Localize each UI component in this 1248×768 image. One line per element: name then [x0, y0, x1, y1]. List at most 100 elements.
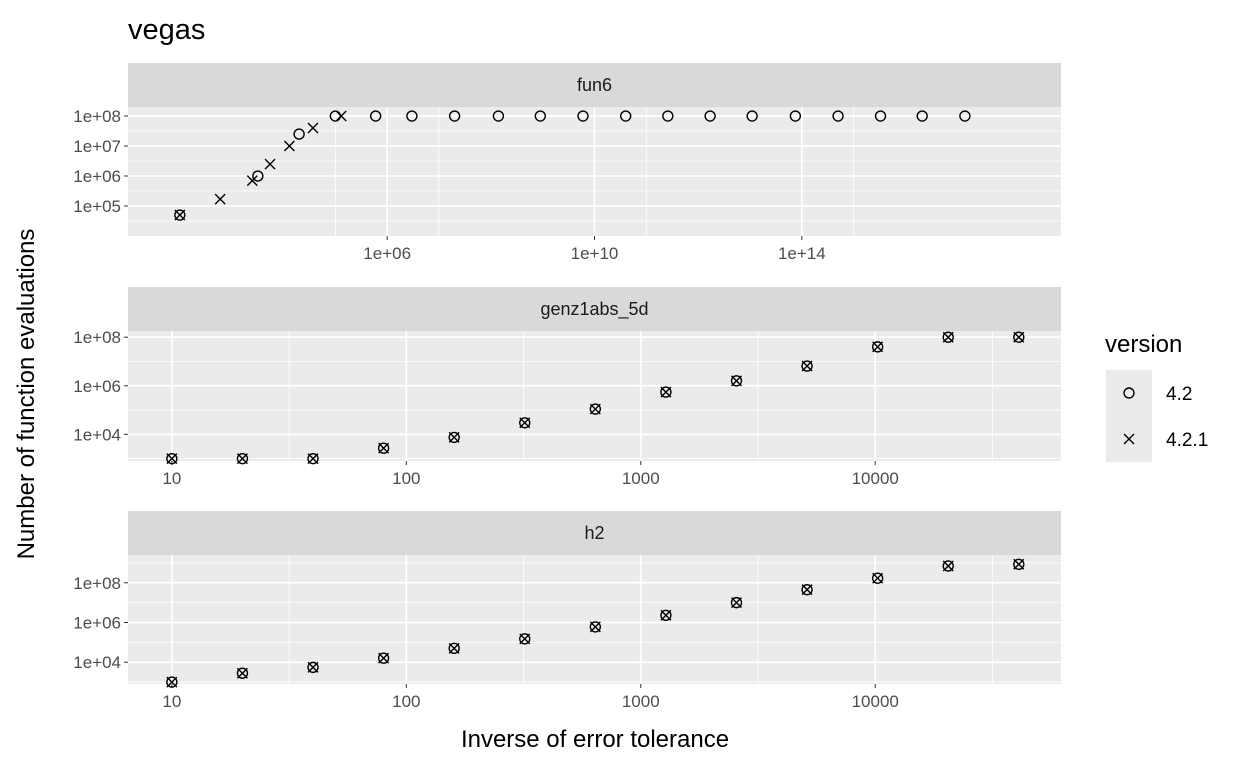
legend-cross-key: [1123, 433, 1135, 445]
y-tick-label: 1e+06: [73, 377, 121, 396]
data-point-cross: [378, 652, 390, 664]
data-point-circle: [620, 110, 632, 122]
panel-background: [128, 331, 1061, 461]
data-point-circle: [369, 110, 382, 122]
data-point-circle: [660, 609, 672, 622]
panel-fun6: fun6 1e+06 1e+10 1e+14 1e+05 1e+06 1e+07 1e+08: [73, 63, 1061, 263]
data-point-cross: [1013, 558, 1025, 570]
x-tick-label: 100: [392, 469, 420, 488]
data-point-cross: [872, 341, 884, 353]
data-point-cross: [730, 375, 742, 387]
data-point-cross: [942, 331, 954, 343]
data-point-cross: [335, 110, 347, 122]
data-point-cross: [448, 431, 460, 443]
data-point-circle: [293, 128, 305, 140]
x-tick-label: 1e+10: [571, 244, 619, 263]
panel-genz1abs_5d: genz1abs_5d 10 100 1000 10000 1e+04 1e+06 1e+08: [73, 287, 1061, 488]
data-point-cross: [660, 386, 672, 398]
data-point-cross: [942, 560, 954, 572]
data-point-circle: [662, 110, 674, 122]
data-point-circle: [871, 341, 884, 353]
y-tick-label: 1e+06: [73, 613, 121, 632]
strip-label: h2: [584, 523, 604, 543]
series-4-2: [174, 110, 971, 221]
data-point-cross: [246, 175, 258, 187]
gridlines: [128, 331, 1061, 461]
x-axis-label: Inverse of error tolerance: [461, 726, 729, 753]
data-point-cross: [801, 584, 813, 596]
series-4-2-1: [166, 558, 1025, 688]
data-point-circle: [377, 652, 390, 664]
strip-background: [128, 63, 1061, 107]
data-point-circle: [492, 110, 505, 122]
data-point-circle: [801, 360, 813, 372]
data-point-circle: [704, 110, 716, 122]
data-point-circle: [874, 110, 887, 122]
strip-background: [128, 511, 1061, 555]
data-point-circle: [307, 661, 319, 674]
y-axis-label: Number of function evaluations: [13, 229, 40, 560]
data-point-circle: [519, 417, 531, 429]
y-tick-label: 1e+04: [73, 653, 121, 672]
strip-label: fun6: [577, 75, 612, 95]
data-point-circle: [942, 331, 954, 343]
x-tick-label: 10000: [852, 469, 899, 488]
x-tick-label: 100: [392, 692, 420, 711]
data-point-cross: [236, 453, 248, 465]
data-point-circle: [589, 403, 602, 415]
y-tick-label: 1e+04: [73, 425, 121, 444]
series-4-2: [166, 558, 1025, 688]
legend-label-4-2-1: 4.2.1: [1166, 430, 1208, 451]
facet-panels: fun6 1e+06 1e+10 1e+14 1e+05 1e+06 1e+07 1e+08 g…: [73, 63, 1061, 711]
data-point-circle: [448, 642, 460, 655]
data-point-circle: [252, 170, 264, 182]
data-point-cross: [448, 642, 460, 654]
data-point-circle: [236, 452, 249, 465]
data-point-circle: [174, 209, 186, 221]
data-point-cross: [1013, 331, 1025, 343]
legend-title: version: [1105, 331, 1182, 358]
data-point-cross: [214, 193, 226, 205]
data-point-circle: [871, 572, 884, 584]
data-point-cross: [589, 403, 601, 415]
data-point-cross: [236, 667, 248, 679]
data-point-cross: [174, 209, 186, 221]
data-point-cross: [730, 597, 742, 609]
y-tick-label: 1e+07: [73, 137, 121, 156]
data-point-circle: [1013, 331, 1025, 343]
data-point-cross: [801, 360, 813, 372]
data-point-circle: [801, 583, 813, 596]
data-point-circle: [534, 110, 546, 122]
strip-label: genz1abs_5d: [540, 299, 648, 320]
data-point-cross: [264, 158, 276, 170]
data-point-circle: [746, 110, 758, 122]
x-tick-label: 10000: [852, 692, 899, 711]
data-point-circle: [406, 110, 418, 122]
data-point-cross: [307, 661, 319, 673]
strip-background: [128, 287, 1061, 331]
panel-background: [128, 555, 1061, 684]
data-point-circle: [959, 110, 971, 122]
series-4-2-1: [166, 331, 1025, 465]
y-tick-label: 1e+08: [73, 328, 121, 347]
series-4-2-1: [174, 110, 347, 221]
legend-circle-key: [1123, 387, 1135, 399]
y-tick-label: 1e+05: [73, 197, 121, 216]
data-point-circle: [377, 442, 390, 454]
data-point-circle: [577, 110, 589, 122]
x-tick-label: 1e+14: [778, 244, 826, 263]
data-point-circle: [730, 596, 743, 609]
x-tick-label: 1000: [622, 692, 660, 711]
data-point-circle: [448, 431, 460, 444]
data-point-circle: [730, 375, 743, 387]
data-point-cross: [519, 633, 531, 645]
panel-h2: h2 10 100 1000 10000 1e+04 1e+06 1e+08: [73, 511, 1061, 711]
data-point-cross: [872, 572, 884, 584]
data-point-cross: [519, 417, 531, 429]
data-point-circle: [832, 110, 844, 122]
gridlines: [128, 107, 1061, 236]
legend-key-background: [1106, 370, 1152, 462]
data-point-cross: [166, 676, 178, 688]
x-tick-label: 10: [162, 692, 181, 711]
